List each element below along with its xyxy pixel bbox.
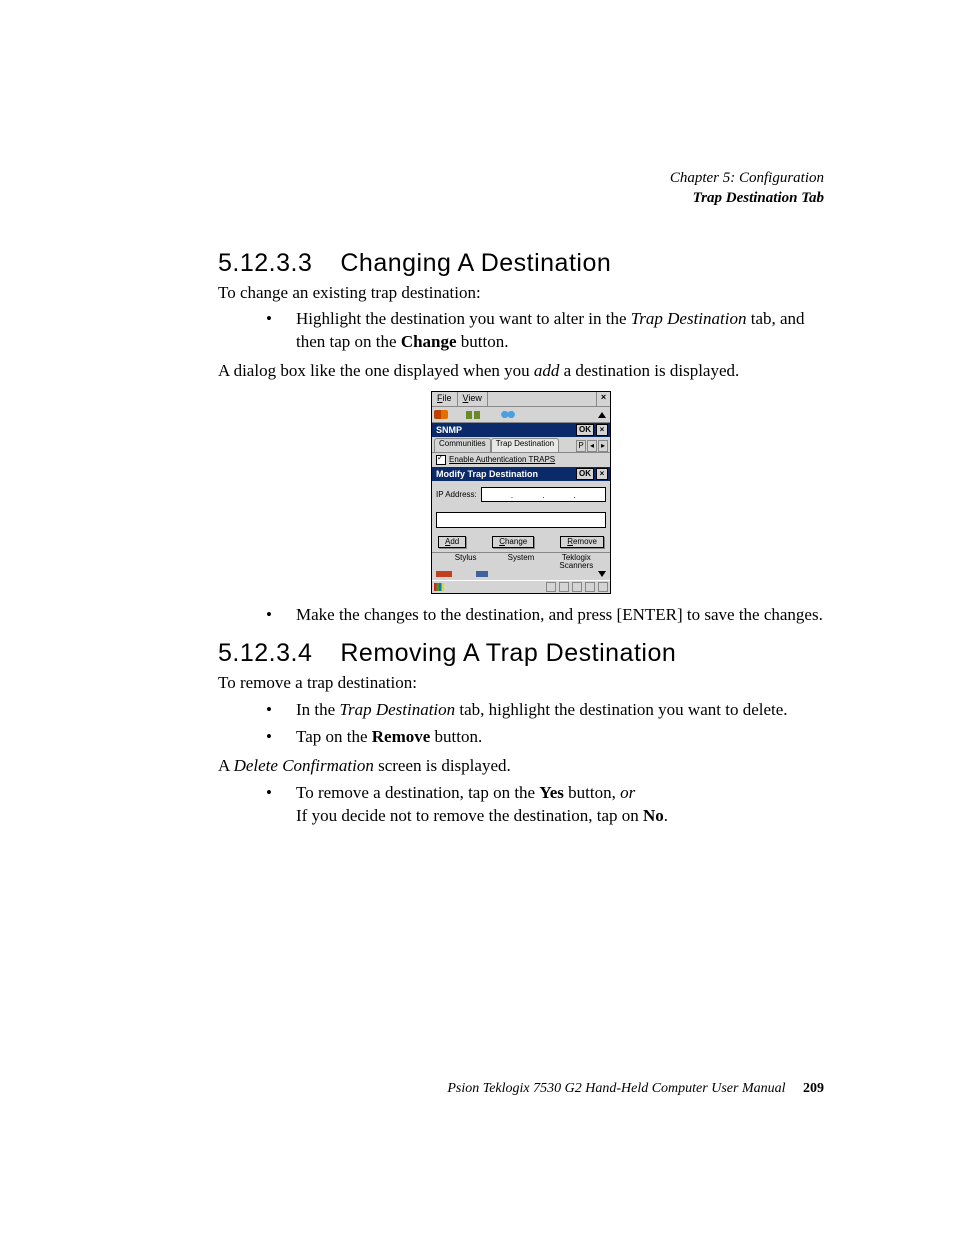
taskbar bbox=[432, 580, 610, 593]
add-button[interactable]: Add bbox=[438, 536, 466, 548]
remove-button[interactable]: Remove bbox=[560, 536, 604, 548]
tray-icon[interactable] bbox=[598, 582, 608, 592]
device-screenshot: File View × SNMP OK × Communities Trap D… bbox=[431, 391, 611, 594]
tab-scroll-right[interactable]: ▸ bbox=[598, 440, 608, 452]
section-heading-2: 5.12.3.4 Removing A Trap Destination bbox=[218, 639, 824, 668]
page-header: Chapter 5: Configuration Trap Destinatio… bbox=[218, 168, 824, 209]
start-icon[interactable] bbox=[434, 583, 444, 591]
stylus-label: Stylus bbox=[438, 554, 493, 570]
section-line: Trap Destination Tab bbox=[218, 188, 824, 208]
tab-strip: Communities Trap Destination P ◂ ▸ bbox=[432, 437, 610, 453]
chapter-line: Chapter 5: Configuration bbox=[218, 168, 824, 188]
menu-view[interactable]: View bbox=[458, 392, 488, 406]
section-heading-1: 5.12.3.3 Changing A Destination bbox=[218, 249, 824, 278]
cp-icon[interactable] bbox=[476, 571, 488, 577]
tab-communities[interactable]: Communities bbox=[434, 438, 491, 452]
tray-icon[interactable] bbox=[585, 582, 595, 592]
button-row: Add Change Remove bbox=[432, 532, 610, 552]
ok-button[interactable]: OK bbox=[576, 468, 594, 480]
section2-bullet3: To remove a destination, tap on the Yes … bbox=[266, 782, 824, 828]
section1-after: A dialog box like the one displayed when… bbox=[218, 360, 824, 383]
tab-nav: P ◂ ▸ bbox=[576, 440, 608, 452]
cp-labels: Stylus System Teklogix Scanners bbox=[432, 552, 610, 570]
toolbar-icon[interactable] bbox=[500, 410, 516, 419]
enable-auth-checkbox[interactable] bbox=[436, 455, 446, 465]
tab-scroll-left[interactable]: ◂ bbox=[587, 440, 597, 452]
system-label: System bbox=[493, 554, 548, 570]
section2-bullet1: In the Trap Destination tab, highlight t… bbox=[266, 699, 824, 722]
close-button[interactable]: × bbox=[596, 468, 608, 480]
teklogix-label: Teklogix Scanners bbox=[549, 554, 604, 570]
cp-icons bbox=[432, 570, 610, 580]
snmp-title: SNMP bbox=[436, 426, 462, 435]
window-close[interactable]: × bbox=[596, 392, 610, 406]
section2-bullet2: Tap on the Remove button. bbox=[266, 726, 824, 749]
toolbar-icon[interactable] bbox=[434, 410, 448, 419]
scroll-up-icon[interactable] bbox=[598, 412, 606, 418]
ip-label: IP Address: bbox=[436, 491, 477, 499]
section2-after: A Delete Confirmation screen is displaye… bbox=[218, 755, 824, 778]
enable-auth-label: Enable Authentication TRAPS bbox=[449, 456, 555, 464]
cp-icon[interactable] bbox=[436, 571, 452, 577]
modify-title: Modify Trap Destination bbox=[436, 470, 538, 479]
section-number: 5.12.3.3 bbox=[218, 249, 312, 278]
tray-icon[interactable] bbox=[572, 582, 582, 592]
section1-intro: To change an existing trap destination: bbox=[218, 282, 824, 305]
tray-icon[interactable] bbox=[546, 582, 556, 592]
tab-p[interactable]: P bbox=[576, 440, 586, 452]
ok-button[interactable]: OK bbox=[576, 424, 594, 436]
page-number: 209 bbox=[803, 1081, 824, 1096]
tray-icon[interactable] bbox=[559, 582, 569, 592]
system-tray bbox=[546, 582, 608, 592]
auth-traps-row: Enable Authentication TRAPS bbox=[432, 453, 610, 467]
section2-intro: To remove a trap destination: bbox=[218, 672, 824, 695]
menu-file[interactable]: File bbox=[432, 392, 458, 406]
footer-text: Psion Teklogix 7530 G2 Hand-Held Compute… bbox=[447, 1081, 785, 1096]
destination-list[interactable] bbox=[436, 512, 606, 528]
ip-address-input[interactable]: ... bbox=[481, 487, 606, 502]
tab-trap-destination[interactable]: Trap Destination bbox=[491, 438, 559, 452]
section-number: 5.12.3.4 bbox=[218, 639, 312, 668]
ip-row: IP Address: ... bbox=[432, 481, 610, 508]
section-title-text: Changing A Destination bbox=[340, 249, 611, 277]
modify-titlebar: Modify Trap Destination OK × bbox=[432, 467, 610, 481]
close-button[interactable]: × bbox=[596, 424, 608, 436]
ss-toolbar bbox=[432, 407, 610, 423]
section1-bullet1: Highlight the destination you want to al… bbox=[266, 308, 824, 354]
section1-bullet2: Make the changes to the destination, and… bbox=[266, 604, 824, 627]
change-button[interactable]: Change bbox=[492, 536, 534, 548]
scroll-down-icon[interactable] bbox=[598, 571, 606, 577]
snmp-titlebar: SNMP OK × bbox=[432, 423, 610, 437]
ss-menubar: File View × bbox=[432, 392, 610, 407]
toolbar-icon[interactable] bbox=[466, 410, 482, 420]
page-footer: Psion Teklogix 7530 G2 Hand-Held Compute… bbox=[447, 1081, 824, 1097]
section-title-text: Removing A Trap Destination bbox=[340, 639, 676, 667]
